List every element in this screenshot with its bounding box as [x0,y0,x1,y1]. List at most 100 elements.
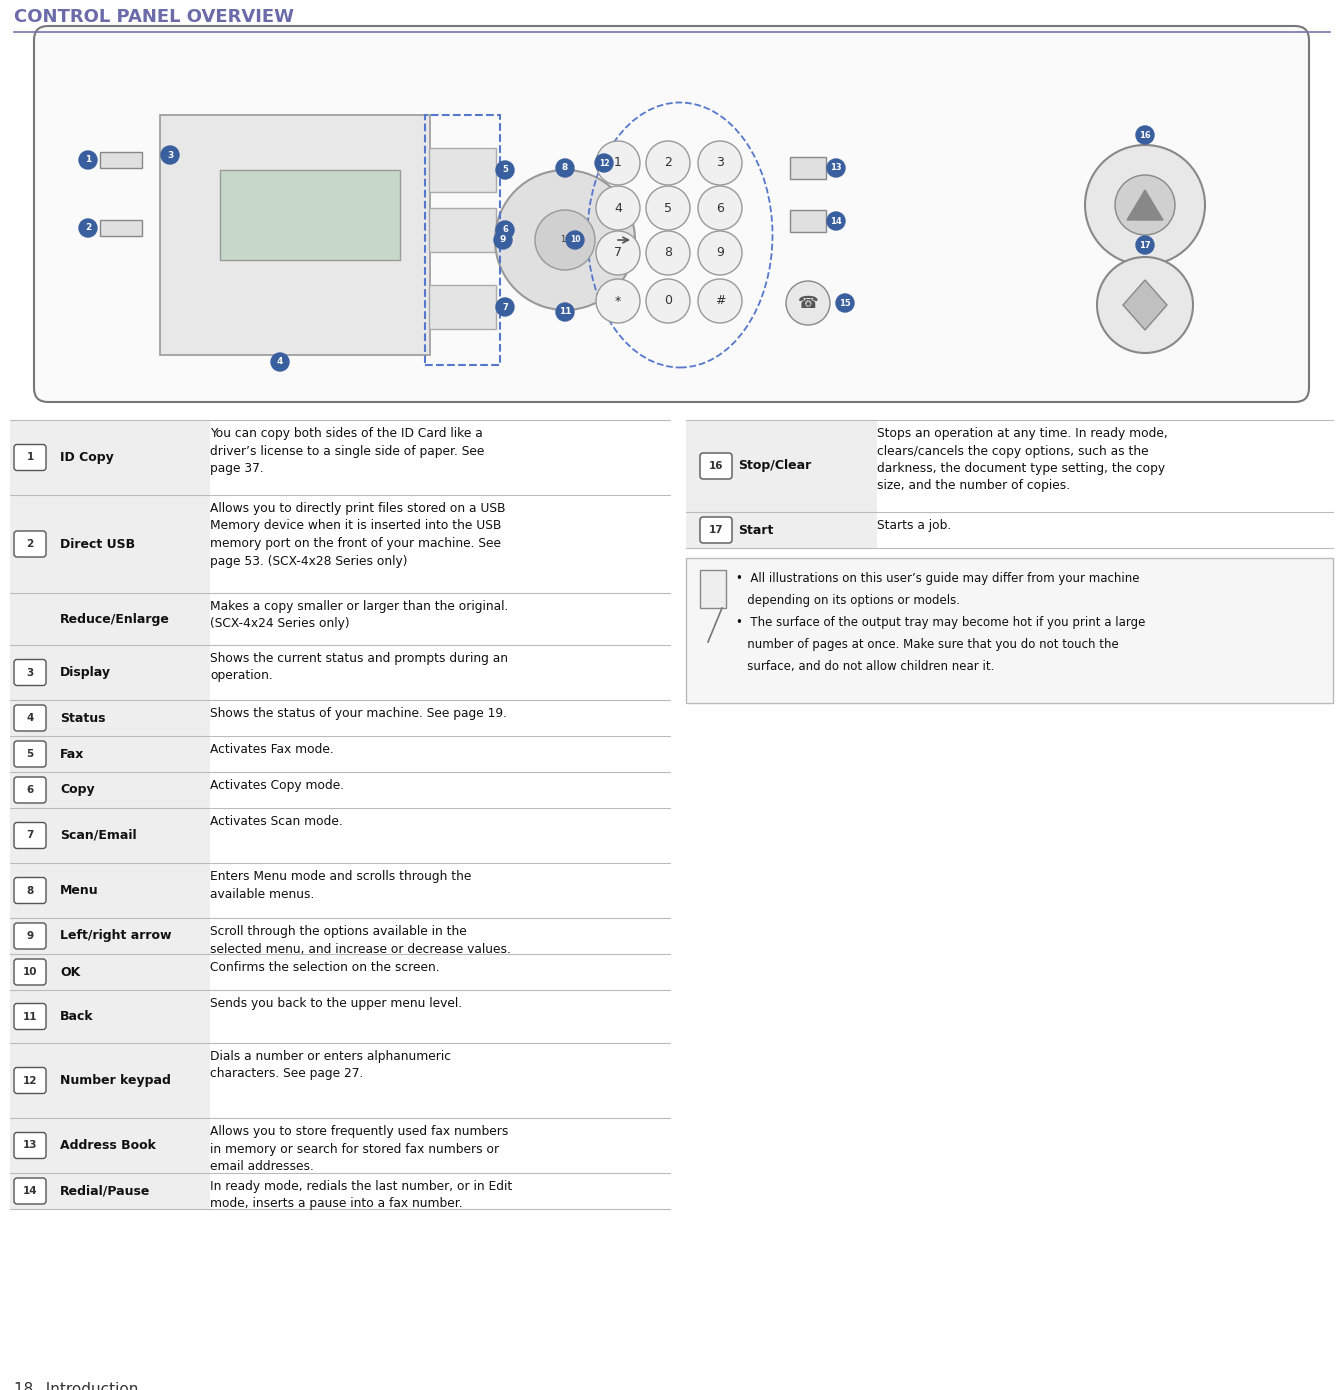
Text: ☎: ☎ [798,295,818,311]
Text: 3: 3 [27,667,34,677]
Bar [9,771,210,808]
FancyBboxPatch shape [13,741,46,767]
Circle shape [698,186,741,229]
Bar [790,210,826,232]
Text: OK: OK [60,966,81,979]
Bar [9,808,210,863]
Text: Enters Menu mode and scrolls through the
available menus.: Enters Menu mode and scrolls through the… [210,870,471,901]
Circle shape [1136,126,1154,145]
Text: Number keypad: Number keypad [60,1074,171,1087]
Text: 14: 14 [23,1186,38,1195]
Text: number of pages at once. Make sure that you do not touch the: number of pages at once. Make sure that … [736,638,1119,651]
Circle shape [1085,145,1205,265]
Bar [428,147,496,192]
Text: 7: 7 [614,246,622,260]
Circle shape [161,146,179,164]
Text: 18 _Introduction: 18 _Introduction [13,1382,138,1390]
FancyBboxPatch shape [13,705,46,731]
FancyBboxPatch shape [13,1068,46,1094]
Circle shape [646,140,690,185]
Text: 4: 4 [27,713,34,723]
Text: 16: 16 [709,461,724,471]
Text: Allows you to store frequently used fax numbers
in memory or search for stored f: Allows you to store frequently used fax … [210,1125,509,1173]
Text: 12: 12 [599,158,610,168]
Text: 15: 15 [839,299,851,307]
Bar [428,208,496,252]
Bar [220,170,400,260]
Text: surface, and do not allow children near it.: surface, and do not allow children near … [736,660,994,673]
Circle shape [565,231,584,249]
Circle shape [596,140,641,185]
Text: Copy: Copy [60,784,94,796]
Bar [686,420,877,512]
Bar [9,954,210,990]
Text: 4: 4 [277,357,283,367]
Circle shape [494,231,512,249]
Bar [9,990,210,1042]
FancyBboxPatch shape [13,777,46,803]
Text: 7: 7 [502,303,508,311]
Bar [9,645,210,701]
Text: CONTROL PANEL OVERVIEW: CONTROL PANEL OVERVIEW [13,8,294,26]
Bar [700,570,727,607]
Text: 12: 12 [23,1076,38,1086]
Text: #: # [714,295,725,307]
Text: Display: Display [60,666,111,678]
Text: •  All illustrations on this user’s guide may differ from your machine: • All illustrations on this user’s guide… [736,573,1139,585]
Text: 14: 14 [830,217,842,225]
FancyBboxPatch shape [13,823,46,848]
Circle shape [827,213,845,229]
Text: Status: Status [60,712,106,724]
Text: 17: 17 [1139,240,1151,249]
Text: 8: 8 [27,885,34,895]
Circle shape [496,221,514,239]
Text: 5: 5 [663,202,672,214]
Circle shape [646,231,690,275]
FancyBboxPatch shape [700,453,732,480]
Text: Shows the current status and prompts during an
operation.: Shows the current status and prompts dur… [210,652,508,682]
Text: 10: 10 [23,967,38,977]
Circle shape [271,353,289,371]
Text: 7: 7 [27,830,34,841]
Text: Dials a number or enters alphanumeric
characters. See page 27.: Dials a number or enters alphanumeric ch… [210,1049,451,1080]
Circle shape [535,210,595,270]
Bar [9,1118,210,1173]
Bar [686,557,1334,703]
Text: Scroll through the options available in the
selected menu, and increase or decre: Scroll through the options available in … [210,924,510,955]
Circle shape [1115,175,1175,235]
Circle shape [786,281,830,325]
Text: Shows the status of your machine. See page 19.: Shows the status of your machine. See pa… [210,708,508,720]
Text: Address Book: Address Book [60,1138,156,1152]
Circle shape [595,154,612,172]
Text: •  The surface of the output tray may become hot if you print a large: • The surface of the output tray may bec… [736,616,1146,630]
Text: 9: 9 [500,235,506,245]
Text: Starts a job.: Starts a job. [877,518,951,532]
FancyBboxPatch shape [13,1133,46,1158]
FancyBboxPatch shape [13,923,46,949]
Bar [9,701,210,735]
Text: 5: 5 [27,749,34,759]
Text: 8: 8 [663,246,672,260]
Text: Back: Back [60,1011,94,1023]
Circle shape [596,279,641,322]
Text: In ready mode, redials the last number, or in Edit
mode, inserts a pause into a : In ready mode, redials the last number, … [210,1180,512,1211]
Circle shape [496,170,635,310]
Bar [9,917,210,954]
Circle shape [1097,257,1193,353]
Circle shape [827,158,845,177]
Circle shape [556,303,573,321]
Circle shape [1136,236,1154,254]
Bar [9,863,210,917]
FancyBboxPatch shape [13,1004,46,1030]
Text: Scan/Email: Scan/Email [60,828,137,842]
Text: 6: 6 [27,785,34,795]
Text: Start: Start [739,524,774,537]
Text: 6: 6 [502,225,508,235]
Bar [9,1042,210,1118]
Circle shape [646,186,690,229]
Text: 13: 13 [23,1141,38,1151]
Bar [686,512,877,548]
Text: 10: 10 [560,235,571,245]
Text: 2: 2 [85,224,91,232]
Text: Direct USB: Direct USB [60,538,136,550]
